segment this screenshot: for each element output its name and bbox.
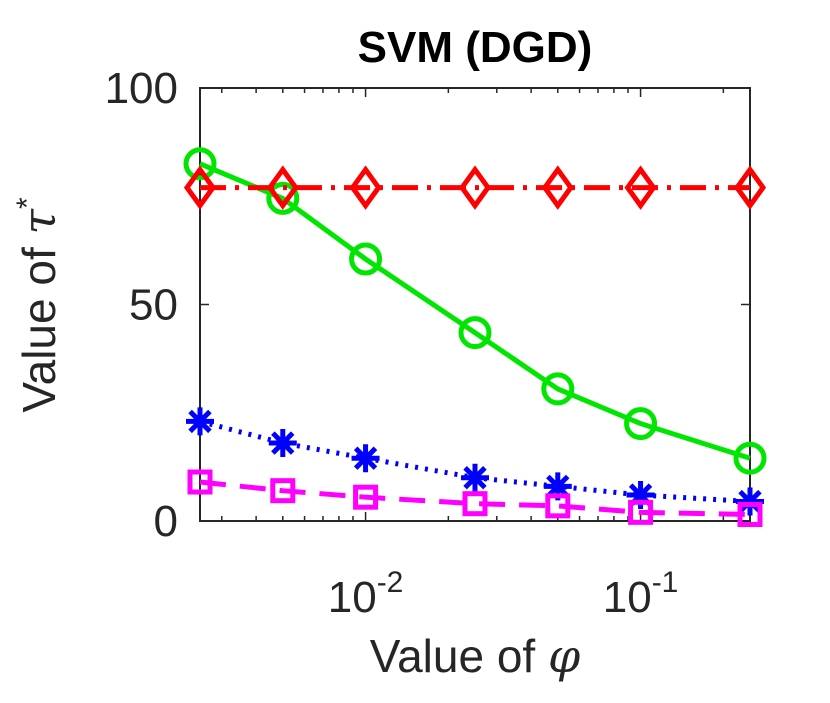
- x-axis-label: Value of φ: [370, 629, 581, 683]
- y-tick-label: 0: [154, 497, 178, 546]
- x-tick-label: 10-1: [603, 566, 679, 622]
- y-axis-label: Value of τ*: [11, 197, 66, 413]
- data-point: [349, 242, 383, 276]
- data-point: [736, 487, 764, 516]
- y-tick-label: 50: [129, 281, 178, 330]
- data-point: [626, 481, 655, 510]
- data-point: [541, 372, 575, 406]
- data-point: [624, 407, 658, 441]
- x-tick-label-base: 10: [603, 573, 652, 622]
- data-point: [545, 493, 571, 519]
- data-point: [733, 165, 767, 210]
- data-point: [461, 463, 489, 492]
- y-axis-label-symbol: τ: [12, 207, 66, 234]
- series-diamond: [183, 165, 767, 210]
- chart-title: SVM (DGD): [358, 23, 593, 72]
- x-tick-label-base: 10: [328, 573, 377, 622]
- y-axis-label-text: Value of: [13, 234, 65, 412]
- data-point: [458, 165, 492, 210]
- y-axis-label-superscript: *: [11, 197, 44, 209]
- data-point: [266, 181, 300, 215]
- data-point: [624, 165, 657, 210]
- data-point: [187, 469, 213, 495]
- data-point: [183, 165, 217, 210]
- series-layer: [183, 147, 767, 528]
- data-point: [733, 441, 767, 475]
- y-axis: 0 50 100: [105, 64, 750, 546]
- x-tick-label-exponent: -2: [377, 566, 404, 599]
- data-point: [266, 165, 299, 210]
- data-point: [268, 429, 297, 458]
- data-point: [458, 316, 492, 350]
- x-axis-label-symbol: φ: [548, 629, 581, 683]
- y-tick-label: 100: [105, 64, 178, 113]
- series-line: [199, 161, 751, 461]
- data-point: [462, 491, 488, 517]
- x-axis-label-text: Value of: [370, 630, 548, 682]
- data-point: [349, 165, 382, 210]
- x-axis: 10-2 10-1: [328, 566, 679, 622]
- series-asterisk: [186, 407, 764, 516]
- data-point: [543, 472, 572, 501]
- data-point: [541, 165, 574, 210]
- series-circle: [183, 147, 767, 475]
- series-square: [187, 469, 763, 528]
- data-point: [351, 444, 380, 473]
- data-point: [737, 502, 763, 528]
- minor-ticks: [221, 88, 725, 521]
- x-tick-label-exponent: -1: [652, 566, 679, 599]
- x-tick-label: 10-2: [328, 566, 404, 622]
- data-point: [353, 484, 379, 510]
- data-point: [186, 407, 214, 436]
- series-line: [199, 479, 751, 518]
- data-point: [628, 499, 654, 525]
- data-point: [270, 478, 296, 504]
- data-point: [183, 147, 217, 181]
